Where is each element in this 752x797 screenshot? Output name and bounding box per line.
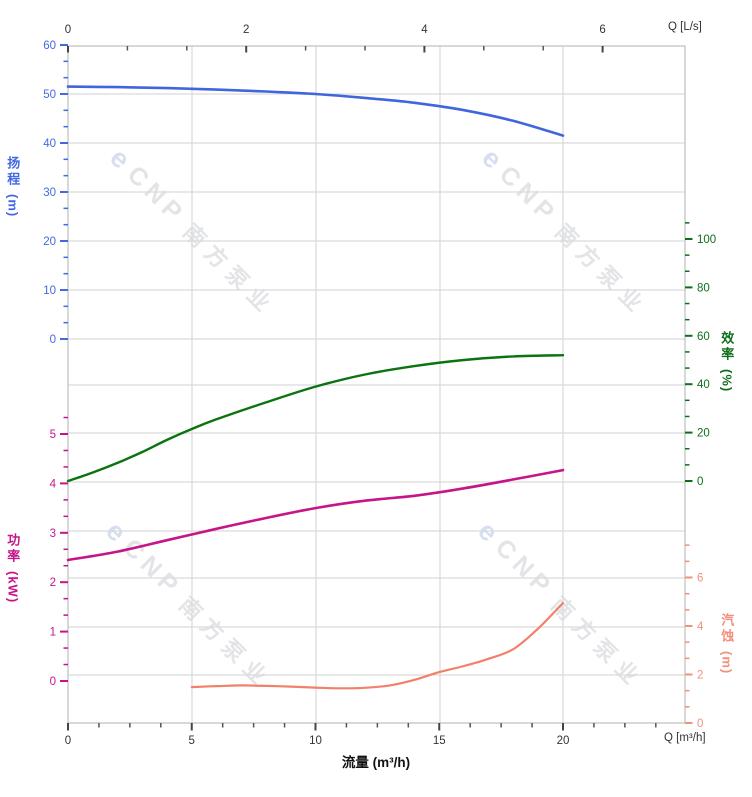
power-axis-title: 功率 (kW) [5,533,21,604]
svg-text:0: 0 [65,24,71,36]
svg-text:5: 5 [189,735,195,747]
svg-text:40: 40 [43,138,56,150]
series-efficiency-curve [66,354,565,483]
npsh-axis-title: 汽蚀 (m) [719,613,735,675]
svg-text:5: 5 [50,429,56,441]
svg-text:15: 15 [433,735,446,747]
svg-text:100: 100 [697,234,716,246]
svg-text:10: 10 [43,285,56,297]
efficiency-axis: 100 80 60 40 20 0 [685,222,716,488]
svg-text:20: 20 [697,428,710,440]
svg-text:0: 0 [50,676,56,688]
head-axis: 60 50 40 30 20 10 0 [43,40,68,346]
efficiency-axis-unit: (%) [719,369,735,393]
svg-text:60: 60 [43,40,56,52]
svg-text:30: 30 [43,187,56,199]
svg-text:20: 20 [557,735,570,747]
svg-text:80: 80 [697,282,710,294]
bottom-axis-title: 流量 (m³/h) [341,755,411,770]
svg-text:40: 40 [697,379,710,391]
top-axis-unit-label: Q [L/s] [668,21,702,33]
npsh-axis-title-text: 汽蚀 [719,613,735,645]
svg-text:0: 0 [50,334,56,346]
power-axis: 5 4 3 2 1 0 [50,416,68,688]
head-axis-title-text: 扬程 [5,156,21,188]
svg-text:3: 3 [50,528,56,540]
svg-text:50: 50 [43,89,56,101]
efficiency-axis-title: 效率 (%) [719,331,735,393]
head-axis-title: 扬程 (m) [5,156,21,218]
npsh-axis-unit: (m) [719,651,735,675]
power-axis-title-text: 功率 [5,533,21,565]
svg-text:4: 4 [421,24,428,36]
svg-text:6: 6 [697,573,703,585]
series-head-curve [66,85,565,137]
svg-text:0: 0 [697,718,703,730]
svg-text:2: 2 [50,577,56,589]
efficiency-axis-title-text: 效率 [719,331,735,363]
series-npsh-curve [190,601,565,690]
svg-text:20: 20 [43,236,56,248]
bottom-x-axis: 0 5 10 15 20 [65,723,657,747]
npsh-axis: 6 4 2 0 [685,544,704,730]
svg-text:1: 1 [50,627,56,639]
svg-text:60: 60 [697,331,710,343]
bottom-axis-unit-label: Q [m³/h] [664,732,706,744]
gridlines [68,46,685,723]
svg-text:2: 2 [697,670,703,682]
top-x-axis: 0 2 4 6 [65,24,606,53]
svg-text:0: 0 [65,735,71,747]
svg-text:4: 4 [50,478,57,490]
series-power-curve [66,468,565,562]
svg-text:6: 6 [599,24,605,36]
svg-text:10: 10 [309,735,322,747]
svg-text:0: 0 [697,476,703,488]
head-axis-unit: (m) [5,194,21,218]
power-axis-unit: (kW) [5,571,21,604]
svg-text:4: 4 [697,621,704,633]
svg-text:2: 2 [243,24,249,36]
